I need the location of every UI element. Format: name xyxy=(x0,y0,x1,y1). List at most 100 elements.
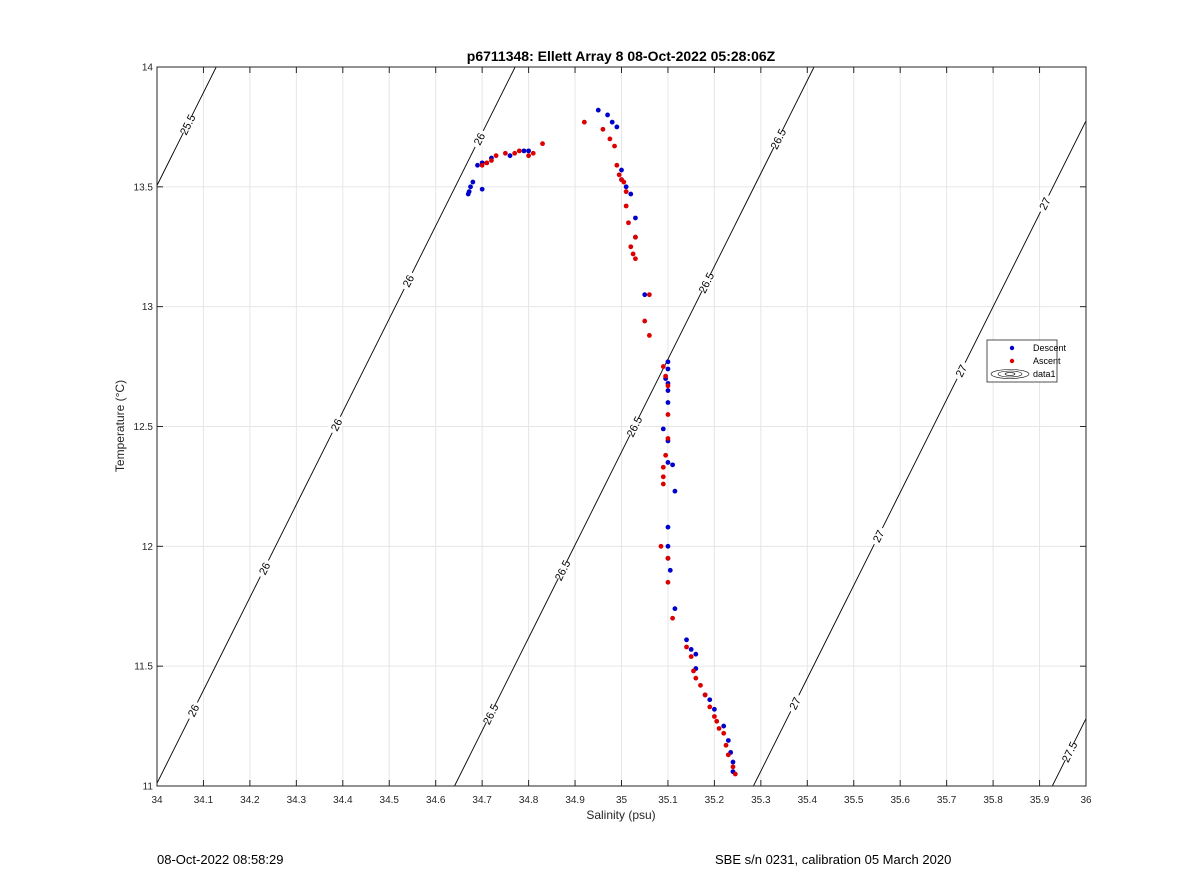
data-point-descent xyxy=(665,400,671,405)
x-tick-label: 35.1 xyxy=(658,795,678,806)
data-point-ascent xyxy=(660,481,666,487)
contour-label-bg xyxy=(785,692,805,715)
data-point-ascent xyxy=(723,742,729,748)
contour-label-bg xyxy=(183,699,203,722)
data-point-ascent xyxy=(516,148,522,154)
data-point-descent xyxy=(712,706,717,712)
data-point-ascent xyxy=(730,764,736,770)
data-point-descent xyxy=(670,462,675,468)
footer-timestamp: 08-Oct-2022 08:58:29 xyxy=(157,852,284,867)
y-axis-ticks: 11 11.5 12 12.5 13 13.5 14 xyxy=(134,63,1086,793)
contour-label: 27 xyxy=(871,528,887,544)
data-point-ascent xyxy=(512,150,518,156)
data-point-descent xyxy=(725,738,731,743)
data-point-ascent xyxy=(725,752,731,758)
data-point-ascent xyxy=(660,474,666,480)
data-point-ascent xyxy=(479,162,485,168)
x-tick-label: 35.9 xyxy=(1030,795,1050,806)
data-point-ascent xyxy=(665,412,671,417)
data-point-ascent xyxy=(714,718,720,724)
contour-label: 26 xyxy=(401,273,417,289)
data-point-descent xyxy=(672,606,678,612)
data-point-ascent xyxy=(665,555,671,561)
x-tick-label: 34.9 xyxy=(565,795,585,806)
data-point-descent xyxy=(614,124,620,130)
data-point-descent xyxy=(470,179,476,185)
data-point-descent xyxy=(475,162,480,168)
contour-label-bg xyxy=(398,270,418,292)
data-point-descent xyxy=(660,426,666,432)
y-tick-label: 13.5 xyxy=(134,182,154,193)
contour-label: 26 xyxy=(186,703,202,719)
data-point-descent xyxy=(721,723,727,729)
data-point-ascent xyxy=(663,452,669,458)
data-point-ascent xyxy=(540,141,545,147)
data-point-descent xyxy=(665,359,671,365)
data-point-descent xyxy=(479,186,485,192)
x-tick-label: 35.5 xyxy=(844,795,864,806)
data-point-descent xyxy=(526,148,531,154)
contour-label-bg xyxy=(254,557,274,580)
data-point-ascent xyxy=(721,730,727,736)
data-point-ascent xyxy=(502,150,508,156)
data-point-descent xyxy=(693,651,699,657)
legend-marker-ascent xyxy=(1009,358,1015,364)
y-axis-label: Temperature (°C) xyxy=(113,380,127,472)
density-contour-line xyxy=(753,119,1086,786)
legend-label-descent: Descent xyxy=(1033,343,1067,353)
x-tick-label: 35.6 xyxy=(890,795,910,806)
x-tick-label: 34.5 xyxy=(380,795,400,806)
contour-label: 26 xyxy=(329,417,345,433)
data-point-descent xyxy=(605,112,610,118)
data-point-descent xyxy=(468,184,473,190)
data-point-ascent xyxy=(658,543,664,549)
contour-label-bg xyxy=(868,525,888,547)
data-point-ascent xyxy=(707,704,713,710)
data-point-ascent xyxy=(684,644,689,650)
data-point-ascent xyxy=(489,158,494,163)
data-point-ascent xyxy=(612,143,617,149)
data-point-ascent xyxy=(693,675,699,681)
y-tick-label: 11.5 xyxy=(134,662,153,673)
data-point-ascent xyxy=(732,771,738,777)
data-point-descent xyxy=(633,215,638,221)
y-tick-label: 12.5 xyxy=(134,422,154,433)
contour-label-bg xyxy=(696,271,716,294)
data-point-descent xyxy=(672,488,678,494)
data-point-descent xyxy=(642,292,648,298)
data-point-descent xyxy=(667,567,673,573)
data-point-ascent xyxy=(663,373,669,379)
contour-label-bg xyxy=(552,559,572,582)
contour-label-bg xyxy=(326,413,346,436)
data-point-ascent xyxy=(646,292,652,298)
data-point-ascent xyxy=(702,692,708,698)
x-tick-label: 36 xyxy=(1080,795,1092,806)
data-point-ascent xyxy=(484,160,490,166)
x-tick-label: 34 xyxy=(151,795,163,806)
data-point-descent xyxy=(628,191,634,197)
contour-label-bg xyxy=(1060,741,1079,763)
x-tick-label: 34.7 xyxy=(472,795,492,806)
data-point-ascent xyxy=(607,136,613,142)
legend: Descent Ascent data1 xyxy=(986,339,1067,383)
data-point-ascent xyxy=(630,251,636,257)
y-tick-label: 13 xyxy=(142,302,154,313)
contour-label: 26 xyxy=(257,561,273,577)
contour-label: 26 xyxy=(472,131,488,147)
data-point-ascent xyxy=(493,153,499,159)
data-point-ascent xyxy=(633,234,638,240)
y-tick-label: 11 xyxy=(143,782,154,793)
data-point-descent xyxy=(665,524,671,530)
contour-label: 27 xyxy=(1037,196,1053,212)
x-tick-label: 34.4 xyxy=(333,795,353,806)
x-tick-label: 35.8 xyxy=(983,795,1003,806)
data-point-ascent xyxy=(628,244,634,250)
y-tick-label: 14 xyxy=(142,63,154,74)
contour-label: 27 xyxy=(954,363,970,379)
contour-label-bg xyxy=(768,128,788,150)
legend-contour-icon xyxy=(990,369,1030,379)
legend-marker-descent xyxy=(1009,345,1015,351)
chart-title: p6711348: Ellett Array 8 08-Oct-2022 05:… xyxy=(467,48,776,64)
x-axis-ticks: 34 34.1 34.2 34.3 34.4 34.5 34.6 34.7 34.8 34.9 35… xyxy=(151,67,1092,806)
